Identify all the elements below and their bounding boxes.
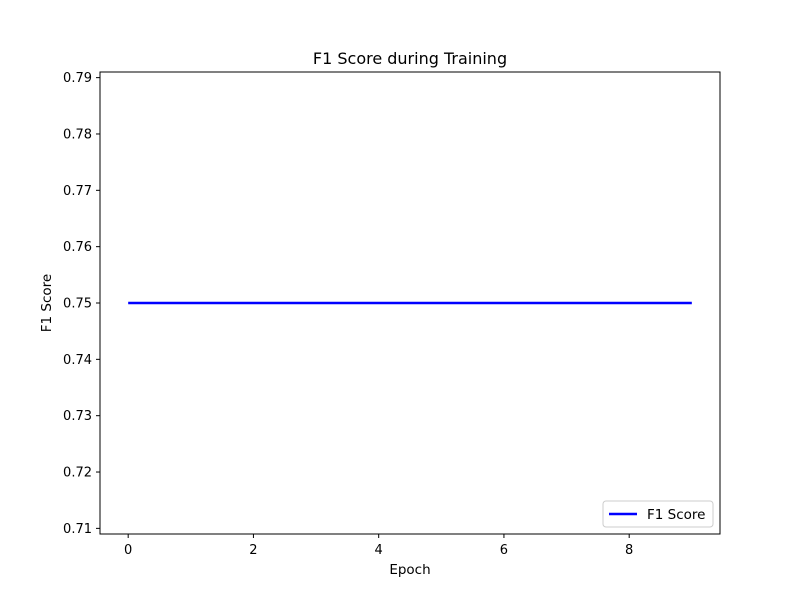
x-axis-ticks: 0 2 4 6 8 — [124, 534, 633, 558]
series-group — [127, 301, 693, 305]
data-point — [691, 302, 693, 304]
y-tick-label: 0.75 — [63, 297, 92, 312]
plot-frame — [99, 71, 721, 535]
y-tick-label: 0.74 — [63, 353, 92, 368]
y-tick-label: 0.78 — [63, 127, 92, 142]
data-point — [440, 302, 442, 304]
data-point — [628, 302, 630, 304]
y-tick-label: 0.76 — [63, 240, 92, 255]
data-point — [127, 302, 129, 304]
data-point — [315, 302, 317, 304]
x-tick-label: 4 — [375, 543, 383, 558]
data-point — [566, 302, 568, 304]
data-point — [252, 302, 254, 304]
y-tick-label: 0.72 — [63, 466, 92, 481]
y-tick-label: 0.79 — [63, 71, 92, 86]
chart-title: F1 Score during Training — [313, 49, 507, 68]
data-point — [503, 302, 505, 304]
x-tick-label: 0 — [124, 543, 132, 558]
legend-label-f1-score: F1 Score — [647, 507, 705, 523]
x-tick-label: 6 — [500, 543, 508, 558]
x-tick-label: 8 — [625, 543, 633, 558]
x-tick-label: 2 — [249, 543, 257, 558]
legend: F1 Score — [602, 500, 714, 528]
y-axis-label: F1 Score — [39, 274, 55, 332]
y-tick-label: 0.77 — [63, 184, 92, 199]
y-tick-label: 0.71 — [63, 522, 92, 537]
legend-box — [602, 500, 714, 528]
data-point — [378, 302, 380, 304]
data-point — [190, 302, 192, 304]
y-axis-ticks: 0.71 0.72 0.73 0.74 0.75 0.76 0.77 0.78 0.79 — [63, 71, 100, 537]
y-tick-label: 0.73 — [63, 409, 92, 424]
x-axis-label: Epoch — [389, 562, 430, 578]
